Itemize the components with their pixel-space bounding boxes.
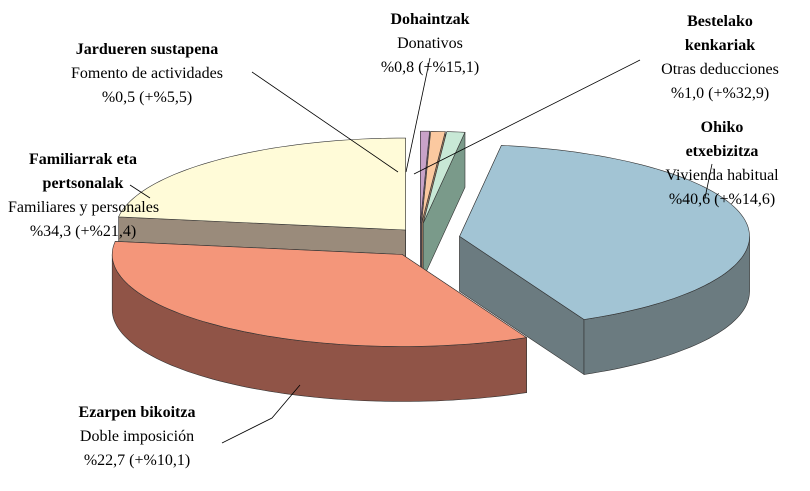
leader-line	[704, 163, 713, 199]
value-label: %34,3 (+%21,4)	[29, 223, 137, 240]
leader-line	[251, 71, 399, 173]
value-label: %0,5 (+%5,5)	[101, 89, 193, 106]
leader-line	[129, 184, 151, 199]
leader-line	[405, 57, 431, 173]
subcategory-name: Familiares y personales	[8, 199, 160, 216]
subcategory-name: Donativos	[397, 35, 463, 52]
value-label: %22,7 (+%10,1)	[83, 452, 191, 469]
category-name: Dohaintzak	[390, 11, 470, 28]
slice-label: Ezarpen bikoitza Doble imposición %22,7 (+…	[79, 401, 196, 473]
category-name: Jardueren sustapena	[75, 41, 219, 58]
slice	[111, 241, 528, 402]
slice-label: Jardueren sustapena Fomento de actividade…	[71, 38, 223, 110]
subcategory-name: Otras deducciones	[661, 61, 779, 78]
category-name: Ohiko etxebizitza	[685, 119, 759, 160]
leader-line	[221, 384, 301, 444]
slice-top	[111, 241, 528, 347]
slice-top	[420, 130, 430, 224]
category-name: Ezarpen bikoitza	[78, 404, 196, 421]
subcategory-name: Doble imposición	[79, 428, 195, 445]
category-name: Bestelako kenkariak	[684, 13, 756, 54]
slice	[459, 145, 750, 376]
leader-line	[413, 59, 641, 175]
value-label: %40,6 (+%14,6)	[668, 191, 776, 208]
category-name: Familiarrak eta pertsonalak	[29, 151, 137, 192]
slice	[422, 131, 466, 279]
slice-label: Ohiko etxebizitza Vivienda habitual %40,6 …	[665, 116, 778, 212]
slice-label: Familiarrak eta pertsonalak Familiares y …	[8, 148, 160, 244]
subcategory-name: Fomento de actividades	[71, 65, 223, 82]
slice-label: Dohaintzak Donativos %0,8 (+%15,1)	[381, 8, 479, 80]
value-label: %0,8 (+%15,1)	[380, 59, 480, 76]
slice-top	[459, 145, 750, 320]
subcategory-name: Vivienda habitual	[665, 167, 779, 184]
slice-top	[118, 137, 406, 231]
value-label: %1,0 (+%32,9)	[670, 85, 770, 102]
slice-label: Bestelako kenkariak Otras deducciones %1,0…	[661, 10, 779, 106]
slice-top	[422, 131, 466, 224]
